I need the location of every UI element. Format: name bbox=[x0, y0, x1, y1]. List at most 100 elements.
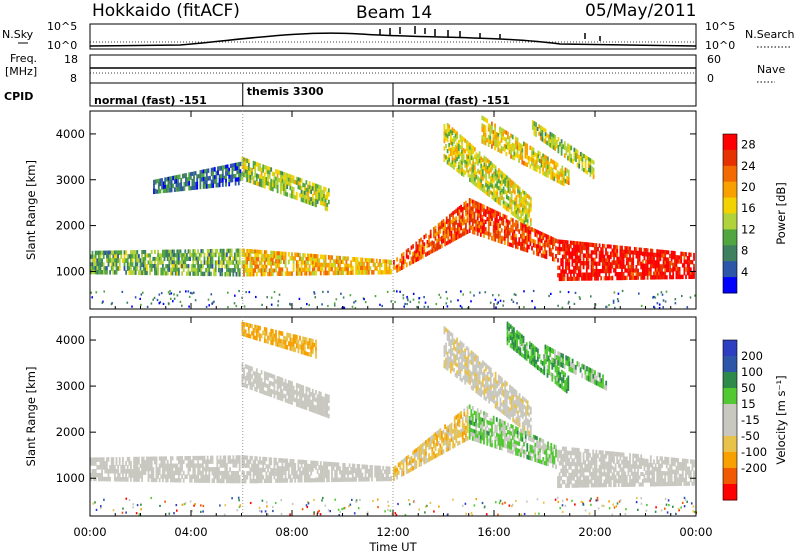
data-cell bbox=[479, 435, 482, 440]
data-cell bbox=[481, 204, 484, 209]
data-cell bbox=[321, 201, 324, 206]
data-cell bbox=[138, 474, 140, 479]
data-cell bbox=[504, 177, 507, 183]
data-cell bbox=[535, 167, 538, 172]
data-cell bbox=[558, 472, 561, 477]
data-cell bbox=[491, 140, 493, 145]
data-cell bbox=[472, 157, 475, 162]
data-cell bbox=[455, 220, 458, 225]
data-cell bbox=[418, 445, 421, 451]
data-cell bbox=[134, 460, 137, 466]
data-cell bbox=[115, 457, 118, 462]
data-cell bbox=[463, 216, 466, 221]
data-cell bbox=[467, 148, 470, 153]
data-cell bbox=[674, 302, 677, 305]
data-cell bbox=[194, 181, 197, 187]
data-cell bbox=[508, 445, 511, 450]
data-cell bbox=[597, 268, 599, 274]
data-cell bbox=[510, 144, 512, 149]
data-cell bbox=[246, 264, 249, 269]
data-cell bbox=[437, 448, 440, 453]
data-cell bbox=[228, 167, 231, 172]
data-cell bbox=[201, 173, 203, 178]
data-cell bbox=[449, 427, 451, 432]
data-cell bbox=[460, 219, 462, 224]
data-cell bbox=[279, 251, 282, 256]
data-cell bbox=[213, 470, 215, 476]
data-cell bbox=[511, 450, 514, 455]
data-cell bbox=[689, 296, 692, 299]
data-cell bbox=[527, 159, 530, 165]
data-cell bbox=[606, 265, 609, 270]
data-cell bbox=[125, 461, 127, 466]
data-cell bbox=[160, 253, 163, 258]
data-cell bbox=[334, 263, 337, 268]
data-cell bbox=[476, 430, 479, 435]
data-cell bbox=[531, 456, 533, 461]
data-cell bbox=[613, 248, 615, 254]
data-cell bbox=[513, 236, 516, 242]
data-cell bbox=[532, 239, 535, 244]
data-cell bbox=[442, 437, 445, 442]
data-cell bbox=[170, 183, 173, 189]
data-cell bbox=[481, 436, 484, 441]
data-cell bbox=[305, 474, 308, 479]
data-cell bbox=[226, 171, 229, 176]
data-cell bbox=[313, 186, 316, 192]
y-tick-label: 2000 bbox=[56, 219, 85, 233]
data-cell bbox=[173, 478, 175, 483]
data-cell bbox=[661, 271, 663, 276]
data-cell bbox=[657, 264, 660, 269]
data-cell bbox=[160, 256, 163, 262]
data-cell bbox=[469, 142, 471, 147]
data-cell bbox=[453, 420, 456, 425]
data-cell bbox=[255, 478, 258, 484]
data-cell bbox=[483, 422, 485, 427]
data-cell bbox=[521, 437, 524, 442]
data-cell bbox=[176, 264, 179, 269]
data-cell bbox=[492, 133, 495, 139]
data-cell bbox=[569, 244, 572, 249]
data-cell bbox=[265, 268, 268, 273]
data-cell bbox=[236, 162, 239, 167]
data-cell bbox=[144, 460, 147, 465]
data-cell bbox=[568, 269, 571, 274]
freq-tick-high: 18 bbox=[64, 53, 78, 66]
data-cell bbox=[551, 159, 554, 165]
data-cell bbox=[420, 237, 422, 242]
data-cell bbox=[305, 267, 308, 272]
data-cell bbox=[167, 291, 170, 294]
data-cell bbox=[557, 144, 560, 150]
data-cell bbox=[532, 243, 535, 248]
data-cell bbox=[313, 258, 316, 263]
data-cell bbox=[516, 434, 519, 439]
data-cell bbox=[573, 147, 576, 153]
data-cell bbox=[452, 429, 454, 434]
data-cell bbox=[271, 468, 274, 473]
data-cell bbox=[544, 233, 546, 238]
data-cell bbox=[523, 191, 526, 196]
data-cell bbox=[629, 272, 631, 277]
data-cell bbox=[189, 271, 191, 276]
data-cell bbox=[545, 168, 548, 173]
data-cell bbox=[308, 181, 311, 186]
data-cell bbox=[465, 418, 467, 423]
data-cell bbox=[224, 256, 227, 261]
data-cell bbox=[308, 196, 311, 201]
data-cell bbox=[484, 140, 487, 146]
data-cell bbox=[157, 253, 159, 258]
data-cell bbox=[616, 249, 619, 254]
data-cell bbox=[273, 180, 276, 185]
data-cell bbox=[131, 305, 133, 308]
data-cell bbox=[689, 274, 692, 279]
data-cell bbox=[515, 451, 517, 456]
data-cell bbox=[578, 159, 581, 165]
data-cell bbox=[315, 460, 317, 466]
data-cell bbox=[236, 169, 239, 175]
data-cell bbox=[465, 157, 468, 162]
data-cell bbox=[152, 474, 155, 479]
data-cell bbox=[158, 467, 161, 472]
data-cell bbox=[141, 474, 143, 479]
data-cell bbox=[347, 466, 349, 472]
data-cell bbox=[529, 196, 532, 201]
